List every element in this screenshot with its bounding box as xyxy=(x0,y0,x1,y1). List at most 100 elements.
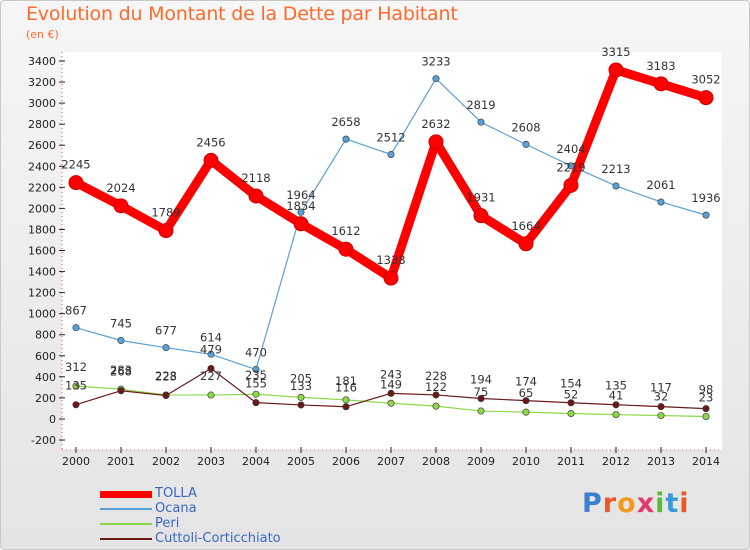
data-label: 117 xyxy=(650,381,672,395)
data-label: 470 xyxy=(245,345,267,359)
y-tick-label: 2800 xyxy=(28,118,56,131)
logo-letter: i xyxy=(679,488,690,519)
data-point xyxy=(68,175,84,191)
data-label: 1936 xyxy=(691,191,720,205)
data-label: 243 xyxy=(380,367,402,381)
logo-letter: i xyxy=(655,488,666,519)
chart-subtitle: (en €) xyxy=(26,28,59,41)
data-point xyxy=(113,198,129,214)
data-label: 122 xyxy=(425,380,447,394)
data-point xyxy=(252,365,260,373)
data-label: 2213 xyxy=(601,162,630,176)
data-label: 155 xyxy=(245,377,267,391)
y-tick-label: 2000 xyxy=(28,202,56,215)
data-label: 174 xyxy=(515,375,537,389)
data-label: 181 xyxy=(335,374,357,388)
chart-title: Evolution du Montant de la Dette par Hab… xyxy=(26,3,458,25)
data-label: 2245 xyxy=(61,158,90,172)
data-label: 614 xyxy=(200,330,222,344)
data-label: 228 xyxy=(425,369,447,383)
data-point xyxy=(342,396,350,404)
x-tick-label: 2010 xyxy=(512,455,540,468)
legend-label: Ocana xyxy=(155,501,197,516)
data-point xyxy=(248,188,264,204)
legend-label: TOLLA xyxy=(155,486,197,501)
data-point xyxy=(702,413,710,421)
data-point xyxy=(432,391,440,399)
y-tick-label: 2200 xyxy=(28,181,56,194)
x-tick-label: 2004 xyxy=(242,455,270,468)
data-label: 235 xyxy=(245,368,267,382)
data-point xyxy=(608,62,624,78)
x-tick-label: 2006 xyxy=(332,455,360,468)
data-label: 3183 xyxy=(646,59,675,73)
data-label: 116 xyxy=(335,381,357,395)
data-point xyxy=(252,390,260,398)
data-label: 227 xyxy=(200,369,222,383)
data-point xyxy=(657,198,665,206)
data-point xyxy=(567,399,575,407)
data-point xyxy=(252,399,260,407)
x-tick-label: 2002 xyxy=(152,455,180,468)
data-point xyxy=(297,393,305,401)
data-point xyxy=(293,216,309,232)
y-tick-label: 1800 xyxy=(28,223,56,236)
data-label: 223 xyxy=(155,369,177,383)
logo-letter: r xyxy=(602,488,618,519)
data-point xyxy=(702,211,710,219)
data-point xyxy=(612,401,620,409)
data-label: 3315 xyxy=(601,45,630,59)
data-label: 2219 xyxy=(556,160,585,174)
data-point xyxy=(72,324,80,332)
data-label: 2632 xyxy=(421,117,450,131)
data-point xyxy=(207,350,215,358)
plot-area xyxy=(62,52,722,450)
data-label: 52 xyxy=(564,387,579,401)
data-point xyxy=(207,391,215,399)
data-point xyxy=(207,365,215,373)
data-point xyxy=(342,135,350,143)
data-label: 2456 xyxy=(196,135,225,149)
x-tick-label: 2005 xyxy=(287,455,315,468)
legend-swatch-ocana xyxy=(100,507,152,510)
legend-label: Peri xyxy=(155,516,180,531)
data-point xyxy=(117,337,125,345)
data-label: 677 xyxy=(155,324,177,338)
data-point xyxy=(117,387,125,395)
data-label: 1964 xyxy=(286,188,315,202)
data-label: 2061 xyxy=(646,178,675,192)
data-point xyxy=(657,412,665,420)
data-label: 3233 xyxy=(421,55,450,69)
data-point xyxy=(203,152,219,168)
data-point xyxy=(297,401,305,409)
y-tick-label: 0 xyxy=(49,413,56,426)
data-point xyxy=(698,90,714,106)
data-point xyxy=(563,177,579,193)
data-label: 149 xyxy=(380,377,402,391)
data-point xyxy=(432,402,440,410)
data-point xyxy=(612,182,620,190)
data-point xyxy=(387,150,395,158)
data-point xyxy=(567,409,575,417)
legend-label: Cuttoli-Corticchiato xyxy=(155,531,281,546)
data-point xyxy=(387,389,395,397)
data-label: 745 xyxy=(110,317,132,331)
logo-letter: x xyxy=(636,488,656,519)
data-label: 41 xyxy=(609,389,624,403)
data-label: 228 xyxy=(155,369,177,383)
data-label: 479 xyxy=(200,343,222,357)
x-tick-label: 2011 xyxy=(557,455,585,468)
y-tick-label: 1400 xyxy=(28,266,56,279)
y-tick-label: 1600 xyxy=(28,245,56,258)
data-label: 154 xyxy=(560,377,582,391)
data-label: 194 xyxy=(470,373,492,387)
data-label: 98 xyxy=(699,383,714,397)
data-point xyxy=(383,270,399,286)
data-label: 1789 xyxy=(151,206,180,220)
data-label: 867 xyxy=(65,304,87,318)
data-label: 312 xyxy=(65,360,87,374)
x-tick-label: 2009 xyxy=(467,455,495,468)
y-tick-label: 3400 xyxy=(28,55,56,68)
data-label: 1664 xyxy=(511,219,540,233)
logo-letter: P xyxy=(582,488,603,519)
